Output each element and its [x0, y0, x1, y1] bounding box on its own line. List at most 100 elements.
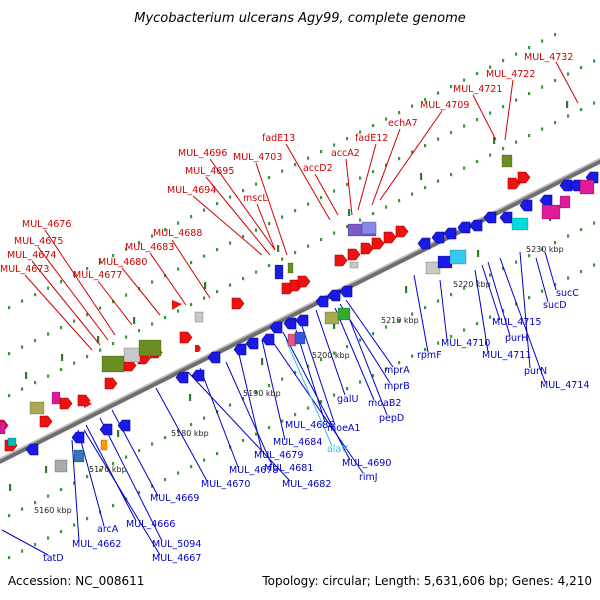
track-tick — [151, 234, 154, 238]
gene-arrow-reverse — [327, 289, 341, 302]
gene-label-reverse[interactable]: galU — [337, 394, 358, 405]
track-tick — [21, 345, 24, 349]
gene-label-reverse[interactable]: moaB2 — [368, 398, 401, 409]
gene-label-forward[interactable]: MUL_4721 — [453, 84, 502, 95]
gene-label-reverse[interactable]: MUL_4711 — [482, 350, 531, 361]
gene-arrow-forward — [104, 377, 118, 390]
track-tick — [112, 504, 115, 508]
gene-arrow-reverse — [283, 317, 297, 330]
gene-label-forward[interactable]: fadE13 — [262, 133, 295, 144]
leader-line — [285, 143, 331, 221]
track-tick — [281, 257, 284, 261]
gene-label-reverse[interactable]: MUL_4679 — [254, 450, 303, 461]
gene-label-forward[interactable]: MUL_4676 — [22, 219, 71, 230]
track-tick — [47, 374, 50, 378]
gene-label-reverse[interactable]: rpmF — [417, 350, 442, 361]
gene-label-forward[interactable]: MUL_4732 — [524, 52, 573, 63]
gene-label-reverse[interactable]: MUL_4686 — [285, 420, 334, 431]
gene-label-reverse[interactable]: mprB — [384, 381, 410, 392]
gene-label-forward[interactable]: echA7 — [388, 118, 418, 129]
gene-arrow-reverse — [99, 423, 113, 436]
gene-label-forward[interactable]: MUL_4694 — [167, 185, 216, 196]
gene-label-reverse[interactable]: arcA — [97, 524, 119, 535]
gene-label-forward[interactable]: MUL_4680 — [98, 257, 147, 268]
gene-label-reverse[interactable]: mprA — [384, 365, 410, 376]
gene-label-reverse[interactable]: tatD — [43, 553, 64, 564]
track-tick — [320, 358, 323, 362]
track-tick — [359, 130, 362, 134]
gene-label-reverse[interactable]: MUL_4690 — [342, 458, 391, 469]
track-tick — [437, 179, 440, 183]
leader-line — [357, 143, 377, 211]
gene-label-forward[interactable]: MUL_4675 — [14, 236, 63, 247]
gene-label-forward[interactable]: mscL — [243, 193, 268, 204]
gene-label-forward[interactable]: MUL_4709 — [420, 100, 469, 111]
gene-label-forward[interactable]: MUL_4695 — [185, 166, 234, 177]
gene-label-reverse[interactable]: MUL_4684 — [273, 437, 322, 448]
leader-line — [261, 339, 286, 441]
track-tick — [580, 66, 583, 70]
leader-line — [334, 307, 375, 401]
gene-label-reverse[interactable]: MUL_4669 — [150, 493, 199, 504]
genome-summary-text: Topology: circular; Length: 5,631,606 bp… — [261, 574, 592, 588]
gene-label-reverse[interactable]: pepD — [379, 413, 404, 424]
gene-label-reverse[interactable]: sucD — [543, 300, 567, 311]
gene-label-forward[interactable]: MUL_4722 — [486, 69, 535, 80]
track-tick — [151, 280, 154, 284]
track-major-tick — [277, 245, 280, 252]
track-tick — [515, 302, 518, 306]
gene-arrow-forward — [39, 415, 53, 428]
track-tick — [8, 352, 11, 356]
scale-label: 5190 kbp — [243, 389, 281, 398]
track-tick — [385, 117, 388, 121]
track-tick — [138, 491, 141, 495]
track-tick — [567, 72, 570, 76]
gene-label-reverse[interactable]: MUL_4714 — [540, 380, 589, 391]
gene-label-reverse[interactable]: MUL_4666 — [126, 519, 175, 530]
gene-block — [324, 311, 340, 325]
gene-label-forward[interactable]: MUL_4688 — [153, 228, 202, 239]
gene-label-forward[interactable]: MUL_4683 — [125, 242, 174, 253]
track-tick — [489, 315, 492, 319]
gene-label-reverse[interactable]: purH — [505, 333, 528, 344]
track-tick — [333, 393, 336, 397]
gene-label-reverse[interactable]: sucC — [556, 288, 579, 299]
track-tick — [398, 361, 401, 365]
gene-label-reverse[interactable]: MUL_4682 — [282, 479, 331, 490]
gene-label-forward[interactable]: fadE12 — [355, 133, 388, 144]
gene-label-reverse[interactable]: MUL_4667 — [152, 553, 201, 564]
gene-block — [73, 449, 85, 463]
track-tick — [294, 413, 297, 417]
gene-label-forward[interactable]: accA2 — [331, 148, 360, 159]
map-title: Mycobacterium ulcerans Agy99, complete g… — [134, 11, 466, 26]
track-tick — [112, 300, 115, 304]
gene-label-forward[interactable]: MUL_4696 — [178, 148, 227, 159]
track-tick — [99, 468, 102, 472]
track-major-tick — [493, 137, 496, 144]
track-major-tick — [25, 372, 28, 379]
leader-line — [299, 319, 336, 426]
gene-label-forward[interactable]: MUL_4677 — [73, 270, 122, 281]
track-tick — [216, 452, 219, 456]
track-tick — [21, 387, 24, 391]
gene-label-forward[interactable]: MUL_4674 — [7, 250, 56, 261]
gene-label-reverse[interactable]: purN — [524, 366, 547, 377]
gene-label-trna[interactable]: alaV — [327, 444, 348, 455]
gene-label-reverse[interactable]: rimJ — [359, 472, 378, 483]
gene-block — [100, 439, 108, 451]
track-tick — [112, 254, 115, 258]
track-tick — [515, 52, 518, 56]
gene-label-reverse[interactable]: MUL_4681 — [264, 463, 313, 474]
gene-label-reverse[interactable]: MUL_5094 — [152, 539, 201, 550]
gene-label-reverse[interactable]: moeA1 — [327, 423, 360, 434]
gene-label-reverse[interactable]: MUL_4710 — [441, 338, 490, 349]
gene-label-reverse[interactable]: MUL_4662 — [72, 539, 121, 550]
gene-label-forward[interactable]: MUL_4703 — [233, 152, 282, 163]
gene-label-reverse[interactable]: MUL_4715 — [492, 317, 541, 328]
gene-label-reverse[interactable]: MUL_4678 — [229, 465, 278, 476]
leader-line — [472, 94, 497, 141]
gene-label-forward[interactable]: accD2 — [303, 163, 333, 174]
leader-line — [85, 424, 137, 522]
gene-label-forward[interactable]: MUL_4673 — [0, 264, 49, 275]
gene-label-reverse[interactable]: MUL_4670 — [201, 479, 250, 490]
